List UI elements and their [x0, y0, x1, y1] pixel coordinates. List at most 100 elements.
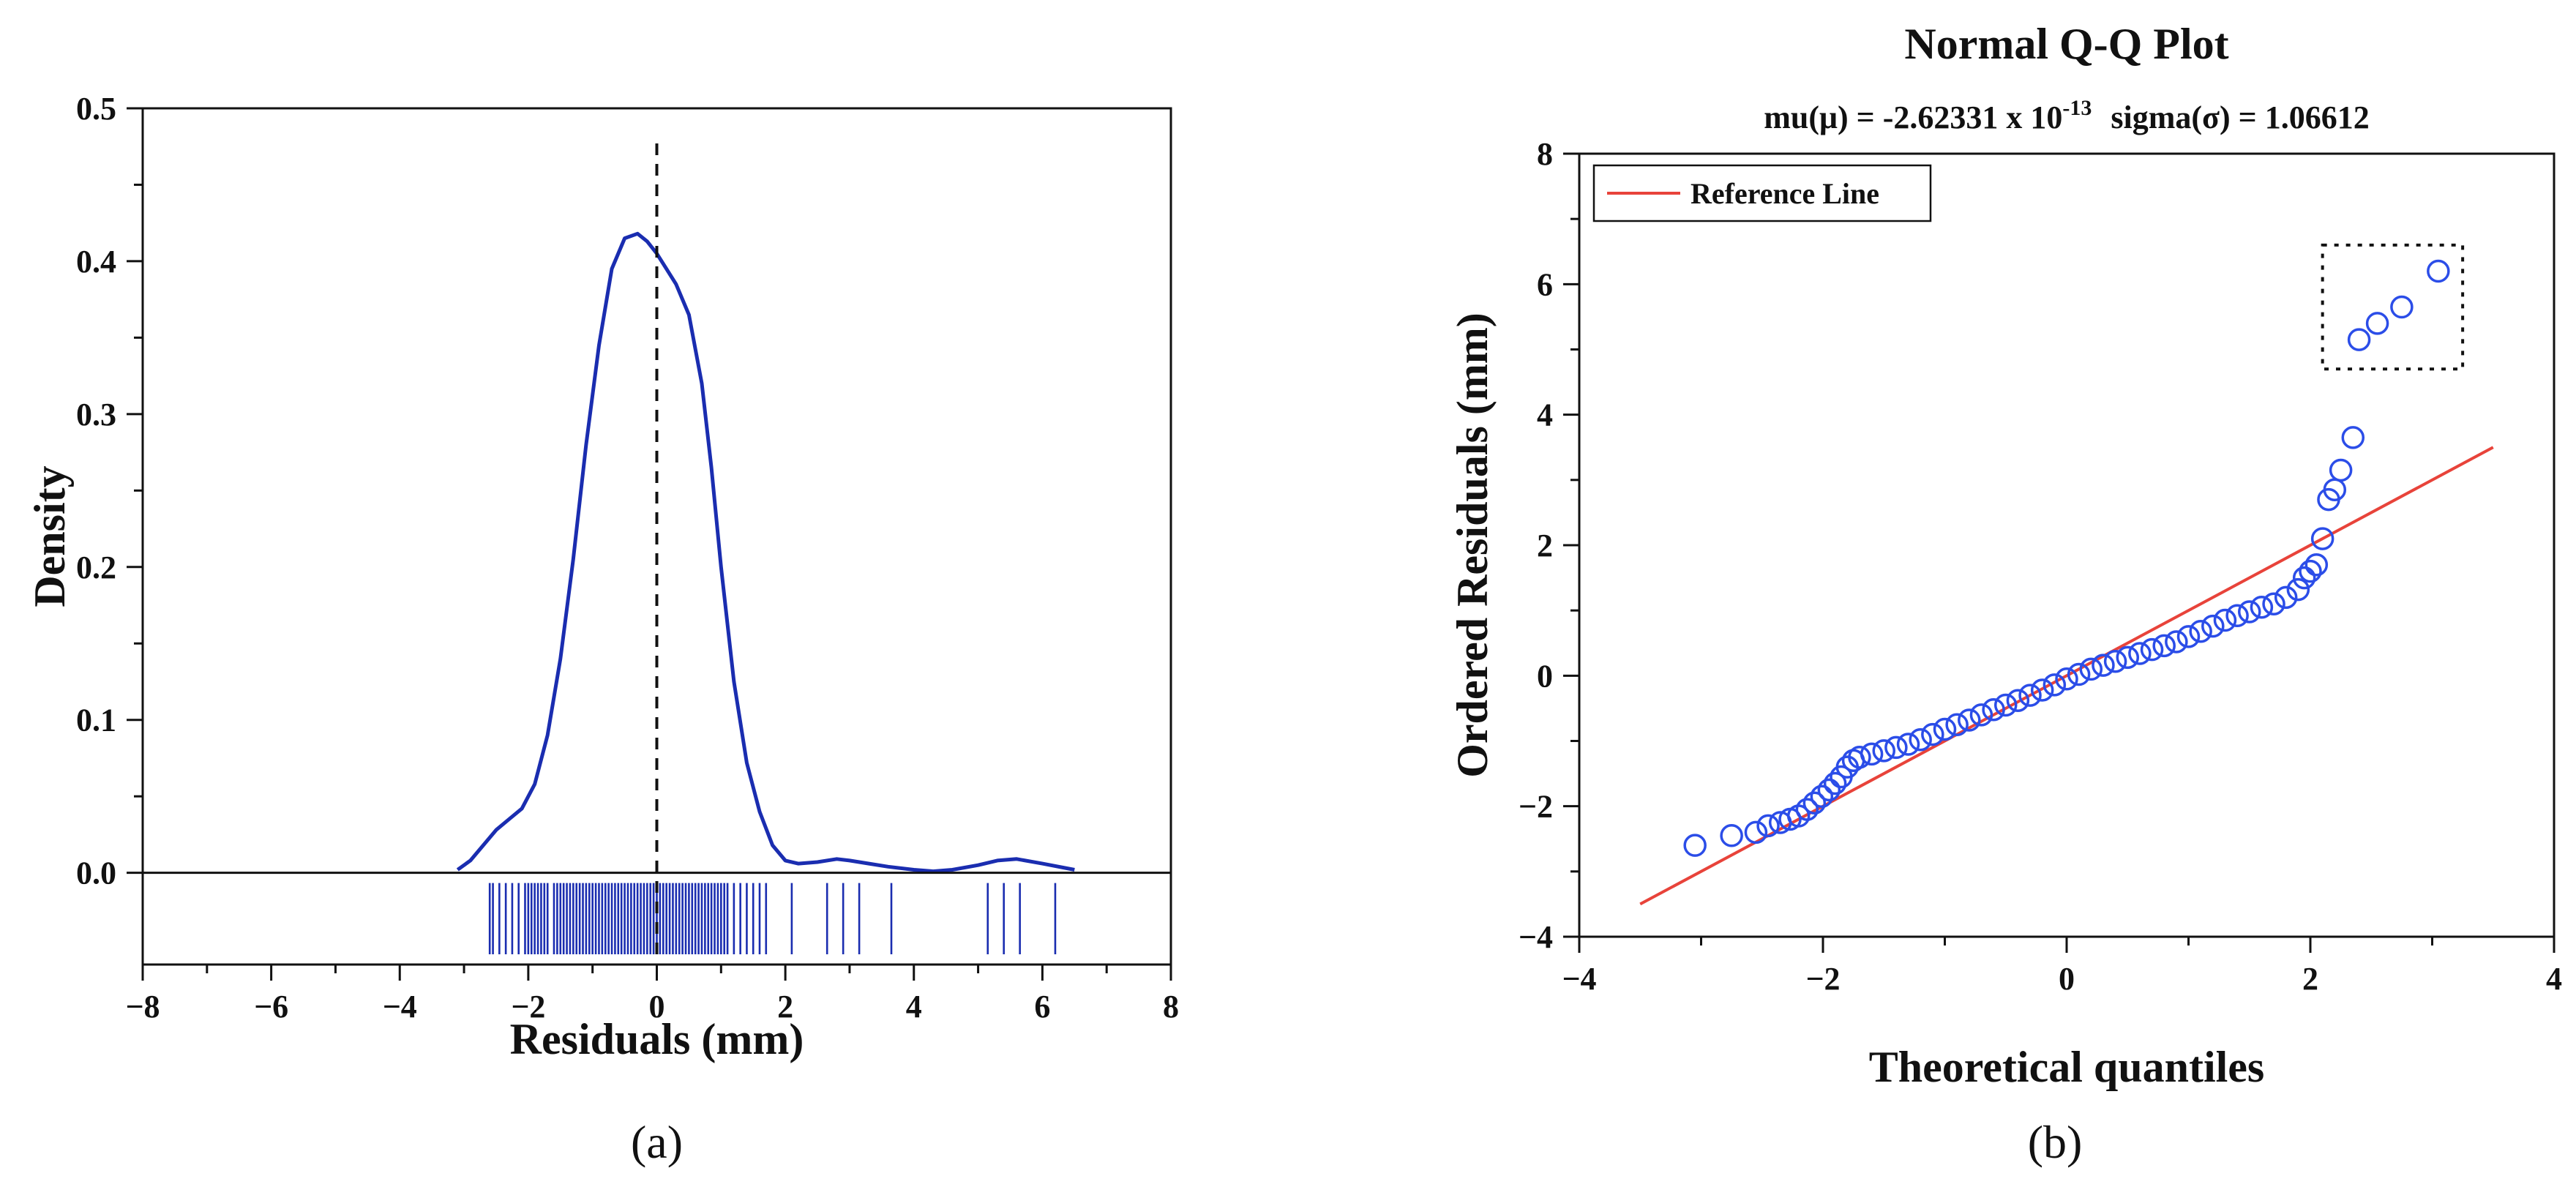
- qq-point: [1982, 697, 2005, 722]
- qq-panel: Normal Q-Q Plot mu(μ) = -2.62331 x 10-13…: [1448, 20, 2562, 1168]
- qq-point: [2238, 600, 2261, 624]
- qq-point: [2304, 553, 2329, 577]
- chart-title: Normal Q-Q Plot: [1904, 20, 2228, 68]
- x-tick-label: 0: [649, 989, 665, 1025]
- y-tick-label: 6: [1537, 266, 1553, 302]
- y-tick-label: −4: [1519, 919, 1553, 955]
- x-tick-label: 2: [777, 989, 793, 1025]
- qq-point: [2225, 604, 2249, 628]
- qq-point: [1802, 791, 1827, 815]
- mu-text: mu(μ) = -2.62331 x 10: [1764, 100, 2062, 135]
- sigma-text: sigma(σ) = 1.06612: [2111, 100, 2369, 135]
- qq-point: [1909, 727, 1932, 752]
- qq-point: [2341, 426, 2365, 449]
- legend: Reference Line: [1592, 164, 1932, 222]
- qq-point: [2213, 608, 2237, 632]
- qq-point: [2079, 657, 2103, 681]
- qq-point: [1823, 771, 1847, 795]
- y-tick-label: −2: [1519, 789, 1553, 825]
- x-tick-label: −8: [125, 989, 160, 1025]
- x-tick-label: 4: [906, 989, 922, 1025]
- qq-point: [2152, 634, 2176, 658]
- qq-point: [1958, 708, 1981, 732]
- qq-point: [2189, 619, 2212, 643]
- qq-point: [2427, 259, 2450, 283]
- density-panel: −8 −6 −4 −2 0 2 4 6 8 0.0 0.1 0.2 0.3 0.4 0.5 Residua…: [26, 91, 1179, 1168]
- y-tick-label: 0.3: [76, 397, 116, 433]
- qq-point: [2365, 312, 2389, 335]
- y-axis-ticks: 0.0 0.1 0.2 0.3 0.4 0.5: [76, 91, 143, 891]
- x-tick-label: −4: [1562, 961, 1596, 997]
- qq-point: [1884, 735, 1908, 760]
- qq-point: [2347, 328, 2371, 351]
- y-tick-label: 0.2: [76, 550, 116, 585]
- mu-exponent: -13: [2062, 96, 2092, 120]
- qq-point: [2201, 614, 2225, 638]
- x-axis-title: Residuals (mm): [510, 1015, 804, 1063]
- y-axis-title: Density: [26, 465, 74, 607]
- qq-point: [1848, 746, 1871, 769]
- panel-label-a: (a): [631, 1116, 683, 1168]
- qq-point: [2329, 458, 2353, 482]
- qq-point: [1795, 798, 1819, 821]
- y-axis-title: Ordered Residuals (mm): [1448, 312, 1497, 778]
- qq-point: [2140, 637, 2164, 662]
- qq-point: [1683, 834, 1707, 857]
- qq-point: [2055, 667, 2078, 691]
- y-tick-label: 0.0: [76, 855, 116, 891]
- qq-point: [2274, 585, 2298, 610]
- qq-point: [1969, 703, 1993, 727]
- y-tick-label: 2: [1537, 528, 1553, 563]
- qq-point: [2299, 559, 2322, 583]
- qq-point: [2043, 673, 2067, 697]
- qq-point: [2390, 295, 2414, 319]
- qq-point: [2286, 577, 2310, 602]
- qq-point: [2067, 662, 2091, 686]
- qq-point: [1921, 722, 1944, 746]
- qq-point: [1817, 778, 1841, 802]
- qq-point: [1872, 739, 1895, 763]
- y-tick-label: 0.5: [76, 91, 116, 127]
- rug-marks: [488, 883, 1057, 954]
- y-tick-label: 0: [1537, 658, 1553, 694]
- qq-point: [2030, 678, 2054, 702]
- qq-point: [1810, 785, 1834, 809]
- qq-point: [1860, 742, 1884, 766]
- qq-point: [2310, 527, 2334, 550]
- qq-point: [2250, 595, 2274, 619]
- qq-point: [1744, 820, 1768, 845]
- x-tick-label: 8: [1163, 989, 1179, 1025]
- qq-point: [1756, 814, 1780, 838]
- qq-point: [2116, 645, 2139, 670]
- qq-point: [2292, 566, 2316, 590]
- chart-subtitle: mu(μ) = -2.62331 x 10-13 sigma(σ) = 1.066…: [1764, 96, 2369, 135]
- x-tick-label: 2: [2302, 961, 2318, 997]
- x-tick-label: 4: [2546, 961, 2562, 997]
- qq-point: [2176, 625, 2201, 648]
- qq-point: [1896, 733, 1920, 756]
- x-tick-label: 0: [2059, 961, 2075, 997]
- y-axis-ticks: −4 −2 0 2 4 6 8: [1519, 136, 1579, 955]
- qq-point: [2128, 642, 2152, 665]
- x-tick-label: −2: [1805, 961, 1840, 997]
- x-axis-ticks: −8 −6 −4 −2 0 2 4 6 8: [125, 965, 1179, 1025]
- outlier-highlight-box: [2321, 243, 2465, 371]
- y-tick-label: 0.1: [76, 703, 116, 738]
- y-tick-label: 4: [1537, 397, 1553, 433]
- x-tick-label: −4: [383, 989, 417, 1025]
- y-tick-label: 8: [1537, 136, 1553, 172]
- qq-point: [2006, 689, 2030, 712]
- legend-label-reference-line: Reference Line: [1690, 177, 1879, 210]
- x-tick-label: −2: [511, 989, 545, 1025]
- qq-point: [1933, 717, 1957, 741]
- qq-point: [2165, 630, 2188, 654]
- qq-point: [1720, 824, 1743, 847]
- x-axis-ticks: −4 −2 0 2 4: [1562, 937, 2562, 997]
- qq-point: [2103, 649, 2127, 673]
- reference-line: [1639, 446, 2494, 906]
- x-tick-label: −6: [254, 989, 288, 1025]
- kde-density-curve: [456, 231, 1075, 874]
- qq-point: [1994, 693, 2018, 717]
- y-tick-label: 0.4: [76, 244, 116, 280]
